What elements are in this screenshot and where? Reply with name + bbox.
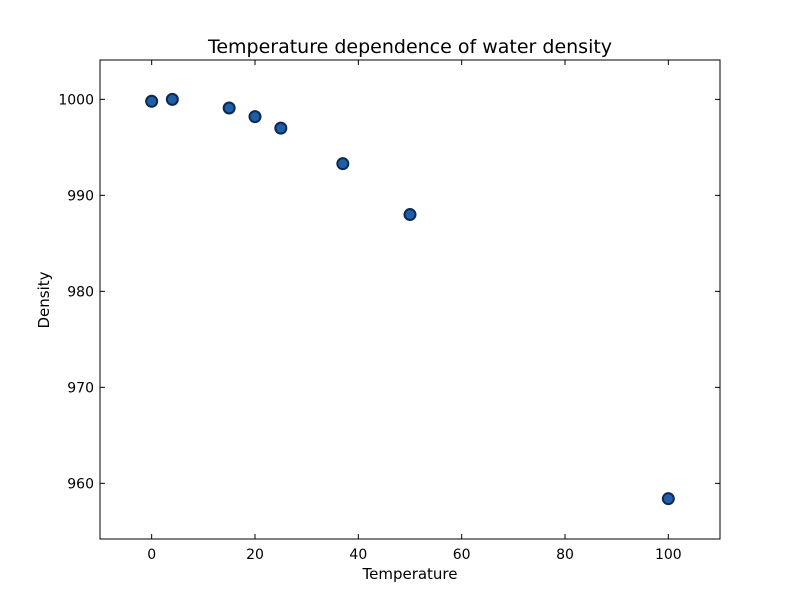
x-tick-label: 60	[453, 547, 471, 563]
y-tick-label: 1000	[58, 92, 94, 108]
y-axis-label: Density	[35, 271, 53, 328]
x-axis-label: Temperature	[361, 565, 457, 583]
y-axis: 960 970 980 990 1000	[58, 92, 720, 492]
plot-area-frame	[99, 59, 721, 540]
data-point	[274, 121, 288, 135]
data-point	[248, 110, 262, 124]
data-point	[145, 94, 159, 108]
x-tick-label: 20	[246, 547, 264, 563]
x-tick-label: 80	[556, 547, 574, 563]
y-tick-label: 990	[67, 188, 94, 204]
data-point	[661, 492, 675, 506]
data-point	[336, 157, 350, 171]
chart-title: Temperature dependence of water density	[207, 36, 612, 58]
y-tick-label: 970	[67, 380, 94, 396]
x-tick-label: 100	[655, 547, 682, 563]
x-axis: 0 20 40 60 80 100	[147, 60, 682, 563]
data-point	[403, 208, 417, 222]
y-tick-label: 960	[67, 476, 94, 492]
data-point	[222, 101, 236, 115]
x-tick-label: 0	[147, 547, 156, 563]
x-tick-label: 40	[349, 547, 367, 563]
data-point	[165, 92, 179, 106]
data-points	[145, 92, 675, 506]
y-tick-label: 980	[67, 284, 94, 300]
